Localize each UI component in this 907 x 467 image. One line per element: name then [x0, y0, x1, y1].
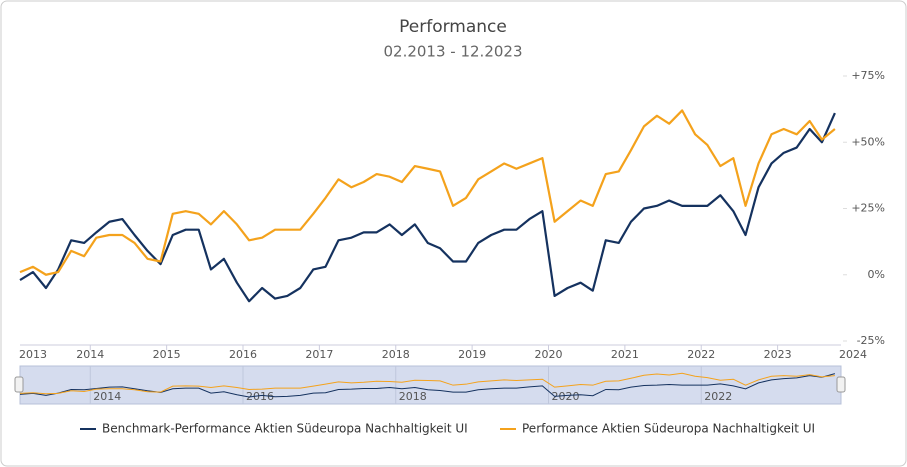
x-tick-label: 2019	[458, 348, 486, 361]
y-tick-label: +25%	[851, 202, 885, 215]
navigator-tick-label: 2020	[551, 390, 579, 403]
x-tick-label: 2021	[611, 348, 639, 361]
y-tick-label: +75%	[851, 69, 885, 82]
x-tick-label: 2023	[764, 348, 792, 361]
y-tick-label: 0%	[868, 268, 885, 281]
navigator-tick-label: 2014	[93, 390, 121, 403]
x-tick-label: 2016	[229, 348, 257, 361]
x-tick-label: 2013	[19, 348, 47, 361]
navigator-handle[interactable]	[14, 376, 24, 393]
navigator-tick-label: 2022	[704, 390, 732, 403]
legend-label[interactable]: Performance Aktien Südeuropa Nachhaltigk…	[522, 422, 815, 436]
chart-title: Performance	[399, 17, 507, 37]
legend-label[interactable]: Benchmark-Performance Aktien Südeuropa N…	[102, 422, 468, 436]
x-tick-label: 2020	[534, 348, 562, 361]
chart-subtitle: 02.2013 - 12.2023	[383, 43, 522, 61]
navigator-line	[19, 372, 835, 395]
y-tick-label: -25%	[857, 334, 885, 347]
y-tick-label: +50%	[851, 135, 885, 148]
navigator-tick-label: 2016	[246, 390, 274, 403]
x-tick-label: 2017	[305, 348, 333, 361]
x-tick-label: 2015	[153, 348, 181, 361]
x-tick-label: 2024	[839, 348, 867, 361]
series-line	[19, 109, 836, 276]
navigator-handle[interactable]	[836, 376, 846, 393]
x-tick-label: 2022	[687, 348, 715, 361]
x-tick-label: 2014	[76, 348, 104, 361]
navigator-tick-label: 2018	[399, 390, 427, 403]
x-tick-label: 2018	[382, 348, 410, 361]
